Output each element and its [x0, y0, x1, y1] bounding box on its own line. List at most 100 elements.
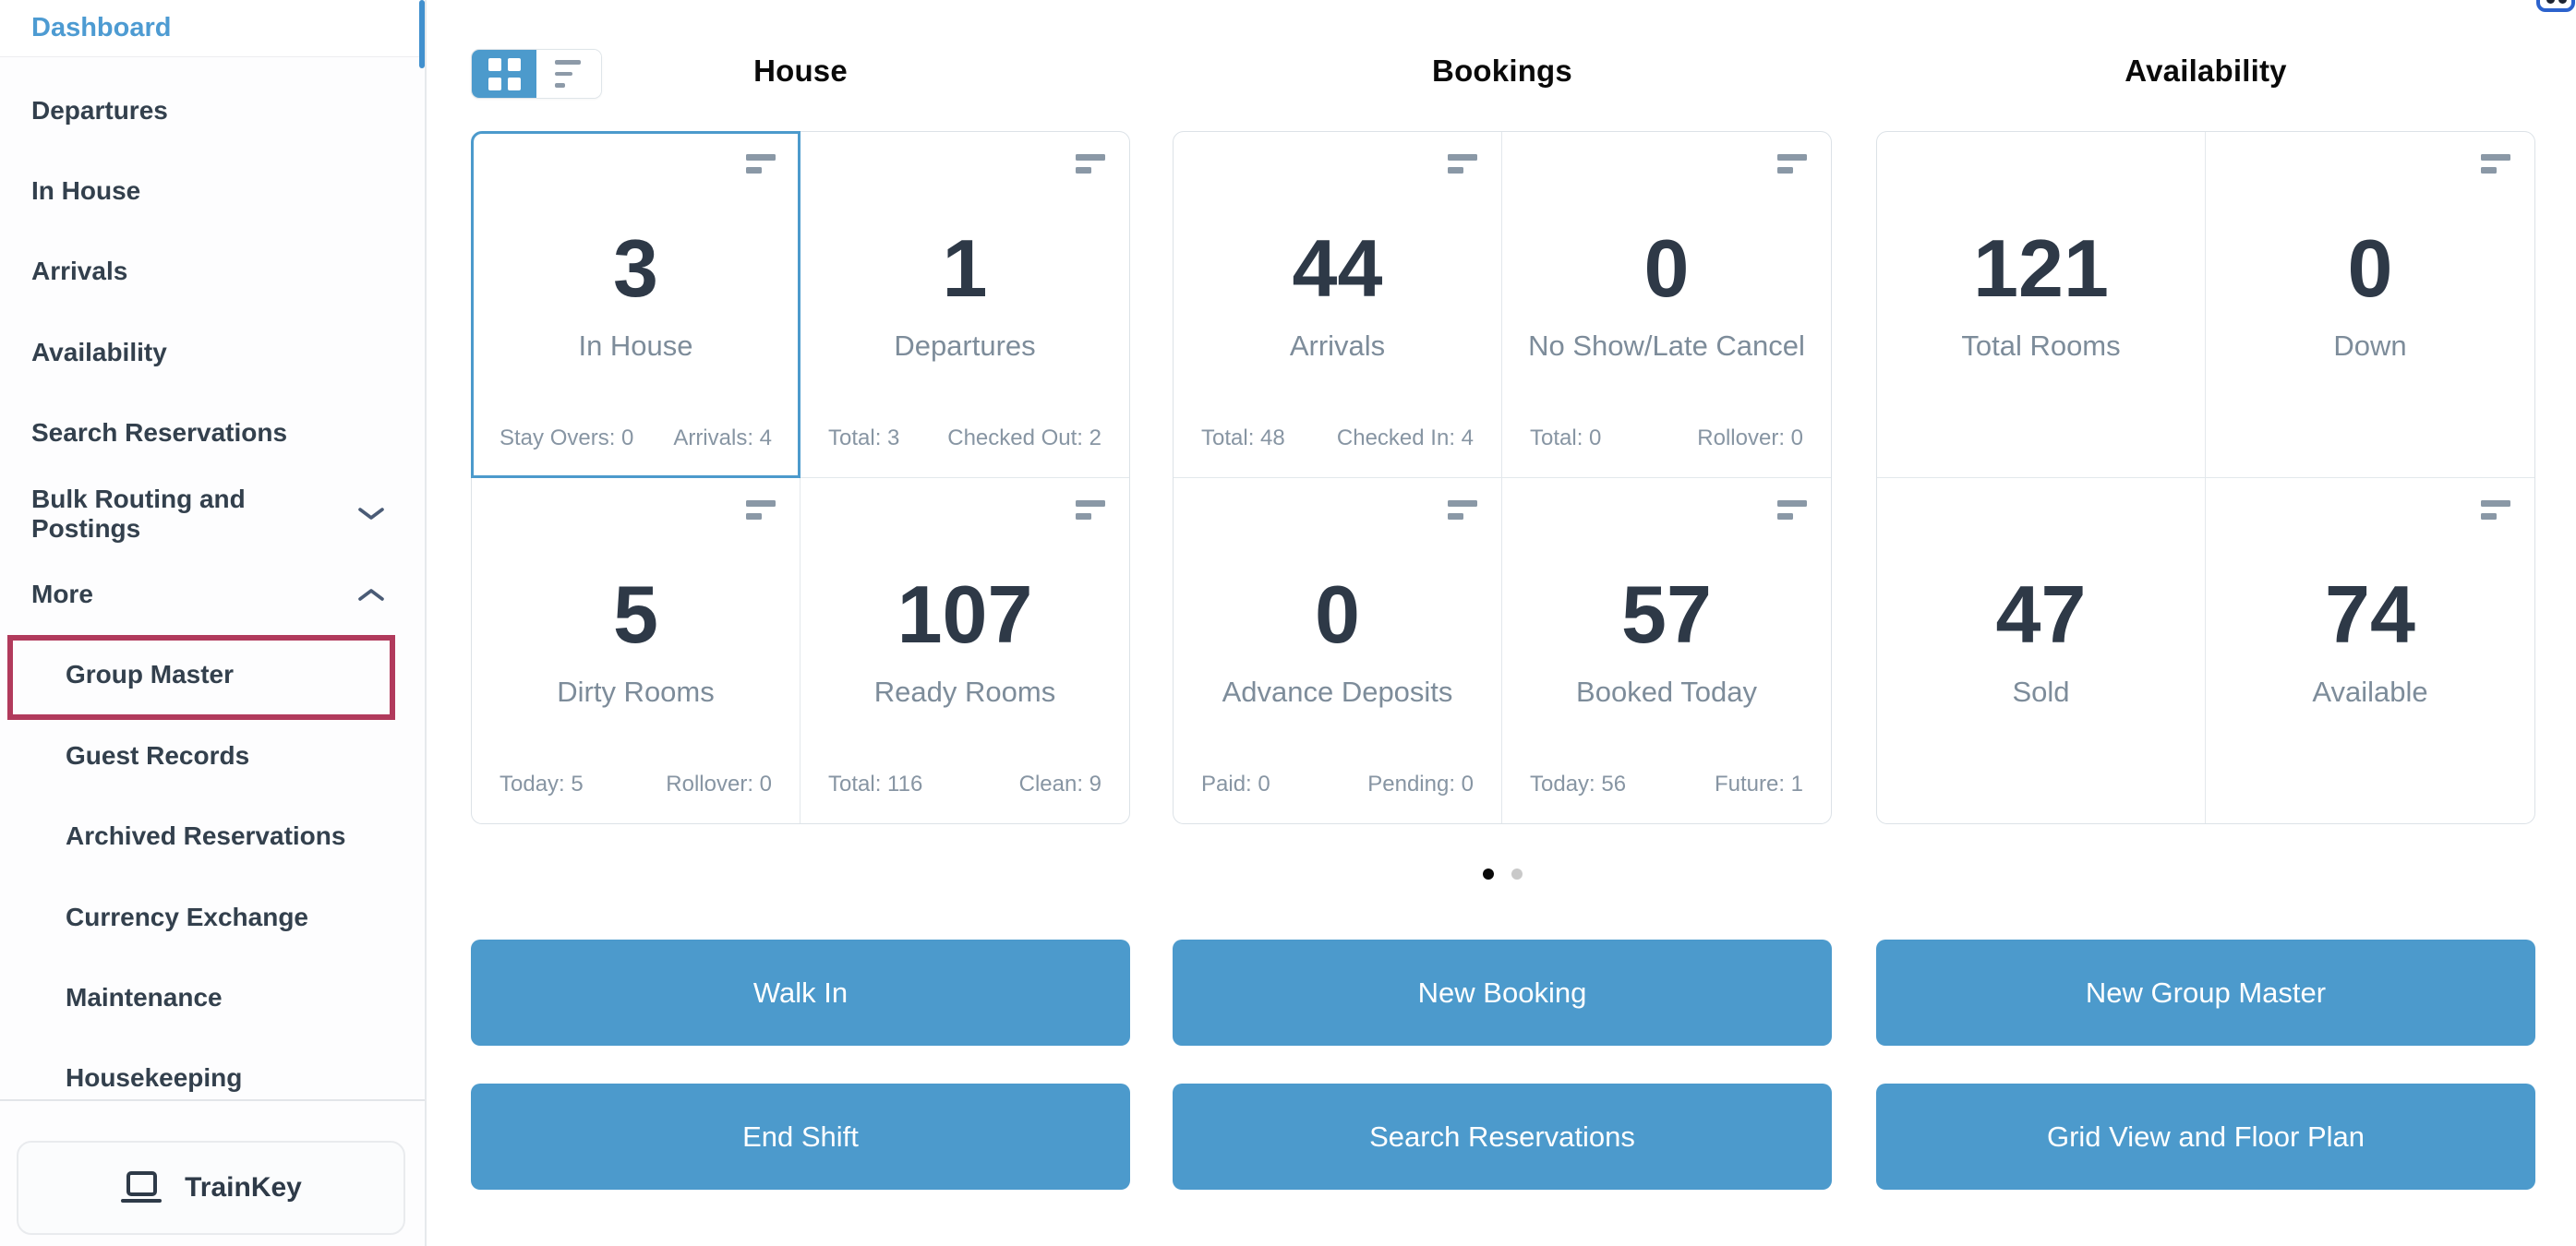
- card-stat-right: Future: 1: [1714, 772, 1803, 797]
- card-menu-icon[interactable]: [1448, 154, 1477, 174]
- stat-card-sold[interactable]: 47 Sold: [1877, 477, 2206, 823]
- card-menu-icon[interactable]: [1448, 499, 1477, 520]
- sidebar-item-dashboard[interactable]: Dashboard: [0, 0, 425, 57]
- card-value: 47: [1995, 568, 2087, 660]
- card-label: No Show/Late Cancel: [1528, 329, 1805, 362]
- card-group-house: 3 In House Stay Overs: 0 Arrivals: 4 1 Depart…: [471, 131, 1130, 824]
- card-label: In House: [578, 329, 693, 362]
- sidebar-item-label: More: [31, 580, 93, 609]
- card-stat-left: Stay Overs: 0: [500, 425, 634, 450]
- sidebar-item-maintenance[interactable]: Maintenance: [0, 957, 425, 1037]
- card-value: 0: [1315, 568, 1360, 660]
- sidebar-item-availability[interactable]: Availability: [0, 312, 425, 392]
- carousel-dot-1[interactable]: [1482, 869, 1494, 880]
- stat-card-booked-today[interactable]: 57 Booked Today Today: 56 Future: 1: [1502, 478, 1831, 824]
- scroll-top-glyph: [2546, 0, 2555, 4]
- card-label: Advance Deposits: [1222, 675, 1453, 708]
- scroll-top-button[interactable]: [2536, 0, 2575, 12]
- trainkey-button[interactable]: TrainKey: [17, 1141, 405, 1235]
- trainkey-label: TrainKey: [185, 1172, 302, 1203]
- card-stat-right: Rollover: 0: [666, 772, 772, 797]
- card-label: Sold: [2012, 675, 2070, 708]
- card-stats: Today: 5 Rollover: 0: [500, 772, 772, 797]
- sidebar-item-in-house[interactable]: In House: [0, 150, 425, 231]
- sidebar-item-search-reservations[interactable]: Search Reservations: [0, 393, 425, 473]
- card-content: 44 Arrivals: [1174, 222, 1501, 363]
- card-menu-icon[interactable]: [1076, 499, 1105, 520]
- card-content: 47 Sold: [1877, 568, 2205, 709]
- sidebar-item-housekeeping[interactable]: Housekeeping: [0, 1038, 425, 1119]
- sidebar-item-bulk-routing-and-postings[interactable]: Bulk Routing and Postings: [0, 473, 425, 554]
- card-stat-left: Total: 0: [1530, 425, 1602, 450]
- list-view-icon: [555, 60, 583, 88]
- scroll-top-glyph: [2558, 0, 2567, 4]
- list-view-button[interactable]: [536, 50, 601, 98]
- laptop-icon: [120, 1170, 163, 1205]
- card-stat-left: Total: 116: [828, 772, 923, 797]
- sidebar-item-departures[interactable]: Departures: [0, 70, 425, 150]
- card-stats: Total: 116 Clean: 9: [828, 772, 1101, 797]
- carousel-dot-2[interactable]: [1511, 869, 1523, 880]
- view-toggle: [471, 49, 602, 99]
- sidebar-item-label: Arrivals: [31, 257, 128, 286]
- search-reservations-button[interactable]: Search Reservations: [1173, 1084, 1832, 1190]
- chevron-down-icon: [356, 506, 386, 521]
- card-stat-right: Rollover: 0: [1697, 425, 1803, 450]
- card-value: 57: [1621, 568, 1712, 660]
- new-booking-button[interactable]: New Booking: [1173, 940, 1832, 1046]
- sidebar-item-guest-records[interactable]: Guest Records: [0, 715, 425, 796]
- card-content: 0 Advance Deposits: [1174, 568, 1501, 709]
- stat-card-available[interactable]: 74 Available: [2206, 478, 2534, 824]
- card-stat-left: Paid: 0: [1201, 772, 1270, 797]
- card-stat-left: Total: 48: [1201, 425, 1285, 450]
- stat-card-arrivals[interactable]: 44 Arrivals Total: 48 Checked In: 4: [1174, 132, 1502, 478]
- card-menu-icon[interactable]: [2481, 499, 2510, 520]
- stat-card-down[interactable]: 0 Down: [2206, 132, 2534, 478]
- sidebar-item-label: Bulk Routing and Postings: [31, 484, 246, 543]
- walk-in-button[interactable]: Walk In: [471, 940, 1130, 1046]
- stat-card-in-house[interactable]: 3 In House Stay Overs: 0 Arrivals: 4: [471, 131, 800, 478]
- card-value: 44: [1292, 222, 1383, 314]
- sidebar-scrollbar-thumb[interactable]: [419, 0, 425, 68]
- card-menu-icon[interactable]: [1777, 499, 1807, 520]
- carousel-dots: [1173, 869, 1832, 880]
- card-menu-icon[interactable]: [746, 154, 776, 174]
- card-group-bookings: 44 Arrivals Total: 48 Checked In: 4 0 No Show…: [1173, 131, 1832, 824]
- stat-card-ready-rooms[interactable]: 107 Ready Rooms Total: 116 Clean: 9: [800, 478, 1129, 824]
- card-menu-icon[interactable]: [2481, 154, 2510, 174]
- card-stat-right: Checked Out: 2: [947, 425, 1101, 450]
- sidebar-item-archived-reservations[interactable]: Archived Reservations: [0, 797, 425, 877]
- stat-card-dirty-rooms[interactable]: 5 Dirty Rooms Today: 5 Rollover: 0: [472, 477, 800, 823]
- card-label: Booked Today: [1576, 675, 1757, 708]
- card-value: 3: [613, 222, 658, 314]
- grid-view-button[interactable]: [472, 50, 536, 98]
- card-menu-icon[interactable]: [1777, 154, 1807, 174]
- section-title-house: House: [753, 54, 848, 88]
- stat-card-departures[interactable]: 1 Departures Total: 3 Checked Out: 2: [800, 132, 1129, 478]
- sidebar-item-currency-exchange[interactable]: Currency Exchange: [0, 877, 425, 957]
- card-value: 0: [2347, 222, 2393, 314]
- end-shift-button[interactable]: End Shift: [471, 1084, 1130, 1190]
- new-group-master-button[interactable]: New Group Master: [1876, 940, 2535, 1046]
- card-stat-right: Pending: 0: [1367, 772, 1474, 797]
- card-value: 5: [613, 568, 658, 660]
- stat-card-total-rooms[interactable]: 121 Total Rooms: [1877, 132, 2206, 478]
- sidebar-item-arrivals[interactable]: Arrivals: [0, 232, 425, 312]
- stat-card-no-show-late-cancel[interactable]: 0 No Show/Late Cancel Total: 0 Rollover: 0: [1502, 132, 1831, 478]
- card-content: 5 Dirty Rooms: [472, 568, 800, 709]
- card-label: Total Rooms: [1961, 329, 2121, 362]
- card-value: 107: [897, 568, 1033, 660]
- card-stats: Total: 0 Rollover: 0: [1530, 425, 1803, 451]
- card-stats: Total: 48 Checked In: 4: [1201, 425, 1474, 451]
- card-stat-left: Total: 3: [828, 425, 900, 450]
- sidebar-item-label: In House: [31, 176, 141, 206]
- card-stat-left: Today: 5: [500, 772, 584, 797]
- card-menu-icon[interactable]: [1076, 154, 1105, 174]
- card-stat-right: Clean: 9: [1018, 772, 1101, 797]
- sidebar-item-more[interactable]: More: [0, 554, 425, 634]
- grid-view-and-floor-plan-button[interactable]: Grid View and Floor Plan: [1876, 1084, 2535, 1190]
- card-menu-icon[interactable]: [746, 499, 776, 520]
- sidebar-item-group-master[interactable]: Group Master: [0, 635, 425, 715]
- stat-card-advance-deposits[interactable]: 0 Advance Deposits Paid: 0 Pending: 0: [1174, 477, 1502, 823]
- card-content: 0 Down: [2206, 222, 2534, 363]
